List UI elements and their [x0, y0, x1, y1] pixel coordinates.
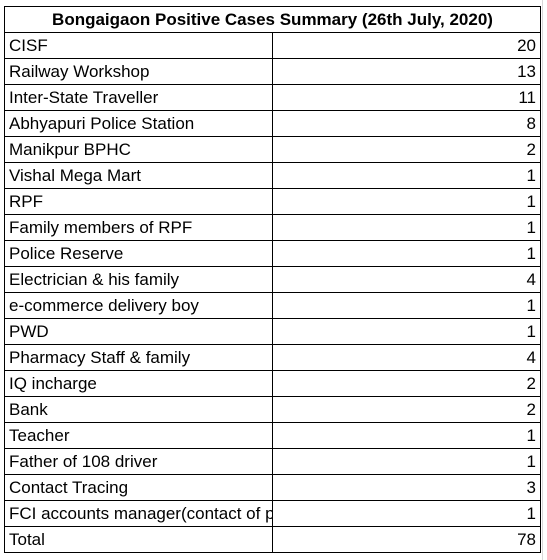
- row-label: Railway Workshop: [4, 58, 273, 85]
- row-value: 4: [272, 344, 541, 371]
- row-label: CISF: [4, 32, 273, 59]
- row-label: RPF: [4, 188, 273, 215]
- row-label: Electrician & his family: [4, 266, 273, 293]
- table-row: e-commerce delivery boy 1: [4, 292, 541, 319]
- row-label: Pharmacy Staff & family: [4, 344, 273, 371]
- row-label: Contact Tracing: [4, 474, 273, 501]
- table-row: Contact Tracing 3: [4, 474, 541, 501]
- total-row: Total 78: [4, 526, 541, 553]
- row-label: PWD: [4, 318, 273, 345]
- row-value: 3: [272, 474, 541, 501]
- row-label: Father of 108 driver: [4, 448, 273, 475]
- table-row: RPF 1: [4, 188, 541, 215]
- row-label: Teacher: [4, 422, 273, 449]
- table-row: Manikpur BPHC 2: [4, 136, 541, 163]
- row-value: 1: [272, 500, 541, 527]
- row-label: FCI accounts manager(contact of positive…: [4, 500, 273, 527]
- row-value: 13: [272, 58, 541, 85]
- table-row: Family members of RPF 1: [4, 214, 541, 241]
- row-value: 2: [272, 136, 541, 163]
- title-row: Bongaigaon Positive Cases Summary (26th …: [4, 6, 541, 33]
- table-title: Bongaigaon Positive Cases Summary (26th …: [4, 6, 541, 33]
- table-row: Father of 108 driver 1: [4, 448, 541, 475]
- row-value: 1: [272, 240, 541, 267]
- table-row: Bank 2: [4, 396, 541, 423]
- table-row: IQ incharge 2: [4, 370, 541, 397]
- row-value: 1: [272, 422, 541, 449]
- table-row: Teacher 1: [4, 422, 541, 449]
- table-row: Railway Workshop 13: [4, 58, 541, 85]
- row-label: Police Reserve: [4, 240, 273, 267]
- row-label: Inter-State Traveller: [4, 84, 273, 111]
- table-row: Police Reserve 1: [4, 240, 541, 267]
- row-label: IQ incharge: [4, 370, 273, 397]
- cases-summary-table: Bongaigaon Positive Cases Summary (26th …: [4, 6, 541, 553]
- table-row: Electrician & his family 4: [4, 266, 541, 293]
- row-value: 4: [272, 266, 541, 293]
- row-value: 8: [272, 110, 541, 137]
- row-value: 1: [272, 318, 541, 345]
- row-value: 1: [272, 214, 541, 241]
- row-value: 1: [272, 162, 541, 189]
- table-row: Vishal Mega Mart 1: [4, 162, 541, 189]
- row-value: 1: [272, 448, 541, 475]
- row-value: 20: [272, 32, 541, 59]
- row-value: 2: [272, 396, 541, 423]
- table-row: Abhyapuri Police Station 8: [4, 110, 541, 137]
- row-value: 1: [272, 292, 541, 319]
- row-label: Abhyapuri Police Station: [4, 110, 273, 137]
- row-label: Family members of RPF: [4, 214, 273, 241]
- table-row: Pharmacy Staff & family 4: [4, 344, 541, 371]
- table-row: Inter-State Traveller 11: [4, 84, 541, 111]
- row-label: Manikpur BPHC: [4, 136, 273, 163]
- row-label: Bank: [4, 396, 273, 423]
- row-value: 1: [272, 188, 541, 215]
- row-label: Vishal Mega Mart: [4, 162, 273, 189]
- table-row: PWD 1: [4, 318, 541, 345]
- table-row: CISF 20: [4, 32, 541, 59]
- table-row: FCI accounts manager(contact of positive…: [4, 500, 541, 527]
- row-label: e-commerce delivery boy: [4, 292, 273, 319]
- total-label: Total: [4, 526, 273, 553]
- total-value: 78: [272, 526, 541, 553]
- row-value: 2: [272, 370, 541, 397]
- row-value: 11: [272, 84, 541, 111]
- grid-line: [542, 0, 543, 560]
